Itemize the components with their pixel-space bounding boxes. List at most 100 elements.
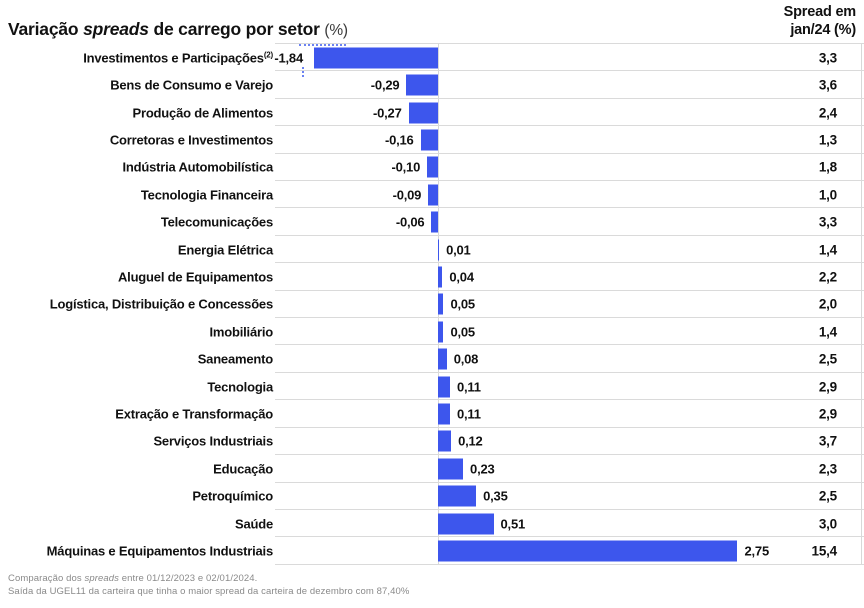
- chart-row: Corretoras e Investimentos -0,16 1,3: [0, 126, 864, 154]
- bar-value-label: -0,29: [370, 77, 400, 93]
- bar: [406, 74, 438, 96]
- bar-value-label: -0,09: [392, 187, 422, 203]
- spread-value: 1,3: [818, 132, 837, 148]
- row-separator-line: [275, 426, 864, 428]
- bar: [438, 540, 738, 562]
- row-separator-line: [275, 234, 864, 236]
- bar-value-label: 0,35: [483, 488, 508, 504]
- row-separator-line: [275, 536, 864, 538]
- row-separator-line: [275, 399, 864, 401]
- bar: [438, 293, 444, 315]
- bar-value-label: -0,10: [391, 159, 421, 175]
- chart-row: Logística, Distribuição e Concessões 0,05…: [0, 291, 864, 319]
- chart-row: Imobiliário 0,05 1,4: [0, 318, 864, 346]
- sector-label: Bens de Consumo e Varejo: [110, 77, 273, 93]
- chart-title: Variação spreads de carrego por setor (%…: [8, 19, 348, 40]
- bar: [438, 321, 444, 343]
- row-separator-line: [275, 508, 864, 510]
- bar: [431, 211, 438, 233]
- row-separator-line: [275, 125, 864, 127]
- bar-value-label: -0,06: [395, 214, 425, 230]
- footnote-line1: Comparação dos spreads entre 01/12/2023 …: [8, 573, 258, 584]
- row-separator-line: [275, 207, 864, 209]
- spread-value: 3,7: [818, 433, 837, 449]
- row-separator-line: [275, 70, 864, 72]
- sector-label: Corretoras e Investimentos: [109, 132, 273, 148]
- bar-value-label: 0,05: [450, 296, 475, 312]
- sector-label: Energia Elétrica: [177, 242, 273, 258]
- row-separator-line: [275, 97, 864, 99]
- bar: [438, 430, 452, 452]
- chart-row: Máquinas e Equipamentos Industriais 2,75 1…: [0, 537, 864, 565]
- bar: [428, 184, 438, 206]
- row-separator-line: [275, 344, 864, 346]
- chart-row: Extração e Transformação 0,11 2,9: [0, 400, 864, 428]
- bar: [438, 458, 464, 480]
- bar: [438, 485, 477, 507]
- bar-value-label: 0,12: [458, 433, 483, 449]
- row-separator-line: [275, 289, 864, 291]
- bar: [438, 239, 440, 261]
- row-separator-line: [275, 454, 864, 456]
- chart-row: Indústria Automobilística -0,10 1,8: [0, 154, 864, 182]
- spread-column-header-line1: Spread em: [783, 4, 857, 20]
- bar: [427, 156, 438, 178]
- chart-row: Investimentos e Participações(2) -1,84 3,3: [0, 44, 864, 78]
- spread-value: 1,4: [818, 242, 837, 258]
- row-separator-line: [275, 563, 864, 565]
- bar: [420, 129, 438, 151]
- sector-label: Indústria Automobilística: [122, 159, 273, 175]
- sector-label: Produção de Alimentos: [132, 105, 273, 121]
- row-separator-line: [275, 317, 864, 319]
- sector-label: Aluguel de Equipamentos: [117, 269, 273, 285]
- spread-value: 2,5: [818, 488, 837, 504]
- spread-value: 2,4: [818, 105, 837, 121]
- chart-row: Tecnologia Financeira -0,09 1,0: [0, 181, 864, 209]
- spread-value: 1,0: [818, 187, 837, 203]
- sector-label: Saúde: [234, 516, 273, 532]
- bar: [438, 403, 450, 425]
- spread-value: 3,3: [818, 214, 837, 230]
- bar: [438, 513, 494, 535]
- bar: [408, 102, 438, 124]
- spread-value: 15,4: [811, 543, 838, 559]
- row-separator-line: [275, 481, 864, 483]
- header-separator-line: [275, 43, 864, 44]
- spread-value: 2,0: [818, 296, 837, 312]
- bar-value-label: 0,05: [450, 324, 475, 340]
- spread-value: 2,3: [818, 461, 837, 477]
- footnote-line2: Saída da UGEL11 da carteira que tinha o …: [8, 586, 410, 597]
- bar-value-label: 0,01: [446, 242, 471, 258]
- chart-row: Saneamento 0,08 2,5: [0, 345, 864, 373]
- row-separator-line: [275, 152, 864, 154]
- chart-row: Produção de Alimentos -0,27 2,4: [0, 99, 864, 127]
- chart-row: Saúde 0,51 3,0: [0, 510, 864, 538]
- chart-row: Serviços Industriais 0,12 3,7: [0, 428, 864, 456]
- title-prefix: Variação: [8, 18, 79, 39]
- spread-value: 2,9: [818, 379, 837, 395]
- spread-value: 1,8: [818, 159, 837, 175]
- chart-row: Bens de Consumo e Varejo -0,29 3,6: [0, 71, 864, 99]
- title-suffix: de carrego por setor: [153, 18, 320, 39]
- spread-column-header-line2: jan/24 (%): [790, 21, 856, 38]
- bar-value-label: 0,11: [456, 406, 481, 422]
- spread-value: 2,9: [818, 406, 837, 422]
- sector-label: Extração e Transformação: [115, 406, 273, 422]
- bar-chart: Investimentos e Participações(2) -1,84 3,3…: [0, 43, 864, 565]
- bar-value-label: 0,51: [500, 516, 526, 532]
- bar-value-label: -0,27: [372, 105, 402, 121]
- right-border-line: [861, 44, 862, 565]
- row-separator-line: [275, 371, 864, 373]
- sector-label: Tecnologia Financeira: [140, 187, 273, 203]
- bar-value-label: 2,75: [744, 543, 769, 559]
- chart-row: Telecomunicações -0,06 3,3: [0, 208, 864, 236]
- title-italic-word: spreads: [83, 18, 149, 39]
- row-separator-line: [275, 180, 864, 182]
- sector-label: Investimentos e Participações(2): [83, 50, 273, 66]
- spread-value: 2,5: [818, 351, 837, 367]
- chart-row: Educação 0,23 2,3: [0, 455, 864, 483]
- bar-value-label: -1,84: [274, 50, 303, 66]
- bar: [438, 348, 447, 370]
- bar: [438, 266, 443, 288]
